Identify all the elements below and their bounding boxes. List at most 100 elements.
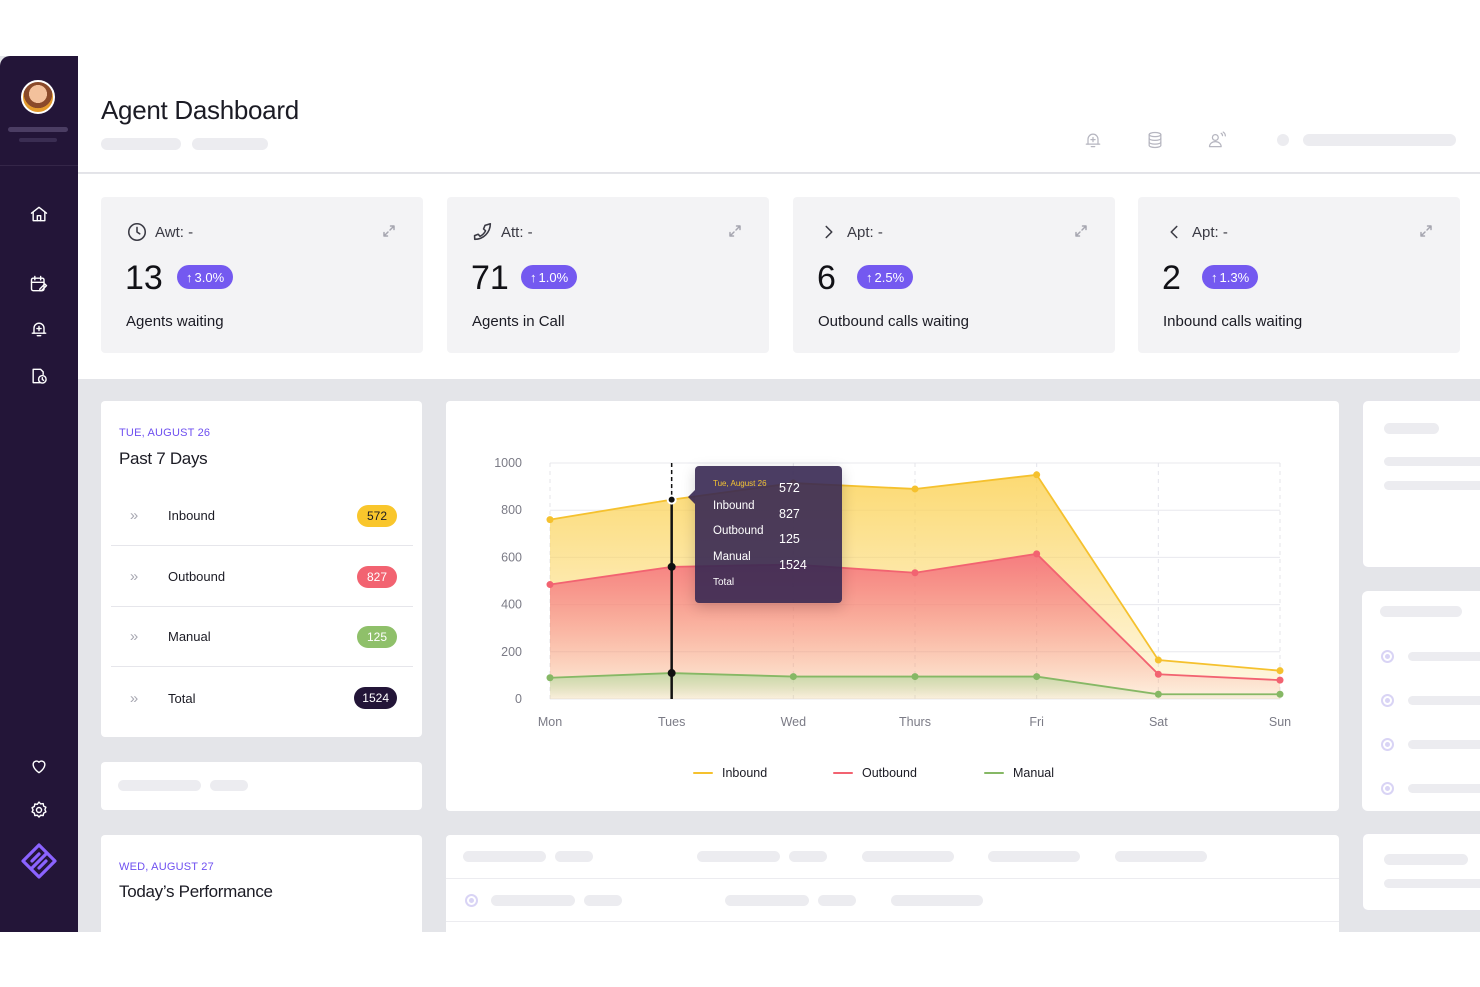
legend-label: Manual [1013, 766, 1054, 780]
placeholder-bar [1408, 740, 1480, 749]
chevron-left-icon [1170, 225, 1178, 239]
data-point-outbound [546, 581, 554, 589]
user-role-placeholder [19, 138, 57, 142]
row-label: Outbound [168, 569, 226, 584]
chart-panel: 0 200 400 600 800 1000 Mon Tues Wed Thurs Fri Sat Su… [446, 401, 1339, 811]
stat-caption: Outbound calls waiting [818, 313, 969, 330]
placeholder-bar [210, 780, 248, 791]
placeholder-bar [818, 895, 856, 906]
home-icon[interactable] [27, 202, 51, 226]
expand-icon[interactable] [1073, 223, 1089, 239]
stat-card-apt-inbound[interactable]: Apt: - 2 ↑ 1.3% Inbound calls waiting [1138, 197, 1460, 353]
stat-card-awt[interactable]: Awt: - 13 ↑ 3.0% Agents waiting [101, 197, 423, 353]
y-tick-label: 1000 [494, 456, 522, 470]
date-label: TUE, AUGUST 26 [119, 427, 211, 439]
change-badge: ↑ 3.0% [177, 265, 234, 289]
user-wave-icon[interactable] [1205, 128, 1229, 152]
table-divider [446, 878, 1339, 879]
y-tick-label: 600 [501, 550, 522, 564]
date-label: WED, AUGUST 27 [119, 861, 214, 873]
tooltip-value: 125 [779, 532, 800, 546]
x-tick-label: Sun [1269, 715, 1291, 729]
legend-swatch [833, 772, 853, 774]
radio-placeholder[interactable] [1381, 694, 1394, 707]
legend-item-outbound[interactable]: Outbound [833, 766, 917, 780]
x-tick-label: Thurs [899, 715, 931, 729]
data-point-inbound [546, 516, 554, 524]
x-tick-label: Mon [538, 715, 562, 729]
placeholder-bar [789, 851, 827, 862]
skeleton-list-right [1362, 591, 1480, 811]
today-panel: WED, AUGUST 27 Today’s Performance [101, 835, 422, 932]
tooltip-label: Manual [713, 551, 751, 563]
stat-value: 71 [471, 259, 509, 297]
placeholder-bar [491, 895, 575, 906]
list-item-outbound[interactable]: » Outbound 827 [111, 547, 413, 607]
row-label: Manual [168, 629, 211, 644]
list-item-inbound[interactable]: » Inbound 572 [111, 486, 413, 546]
skeleton-card [101, 762, 422, 810]
legend-item-inbound[interactable]: Inbound [693, 766, 767, 780]
radio-placeholder[interactable] [1381, 782, 1394, 795]
gear-icon[interactable] [27, 798, 51, 822]
stat-card-apt-outbound[interactable]: Apt: - 6 ↑ 2.5% Outbound calls waiting [793, 197, 1115, 353]
y-tick-label: 400 [501, 598, 522, 612]
placeholder-bar [1408, 696, 1480, 705]
list-item-total[interactable]: » Total 1524 [111, 668, 413, 728]
bell-plus-icon[interactable] [1081, 128, 1105, 152]
expand-icon[interactable] [727, 223, 743, 239]
placeholder-bar [1408, 652, 1480, 661]
header: Agent Dashboard [78, 56, 1480, 173]
data-point-inbound [911, 485, 919, 493]
user-name-placeholder [8, 127, 68, 132]
placeholder-bar [1408, 784, 1480, 793]
subtitle-placeholder [101, 138, 181, 150]
placeholder-bar [1384, 457, 1480, 466]
y-tick-label: 800 [501, 503, 522, 517]
list-item-manual[interactable]: » Manual 125 [111, 607, 413, 667]
skeleton-table [446, 835, 1339, 932]
logo-icon[interactable] [20, 842, 58, 880]
stat-caption: Agents waiting [126, 313, 224, 330]
bell-plus-icon[interactable] [27, 317, 51, 341]
value-badge: 1524 [354, 687, 397, 709]
data-point-outbound [1033, 550, 1041, 558]
panel-title: Past 7 Days [119, 449, 208, 468]
stat-card-att[interactable]: Att: - 71 ↑ 1.0% Agents in Call [447, 197, 769, 353]
chevrons-right-icon: » [129, 568, 139, 585]
database-icon[interactable] [1143, 128, 1167, 152]
calendar-edit-icon[interactable] [27, 272, 51, 296]
data-point-outbound [1276, 676, 1284, 684]
data-point-inbound [1033, 471, 1041, 479]
panel-title: Today’s Performance [119, 882, 273, 901]
subtitle-placeholder [192, 138, 268, 150]
radio-placeholder[interactable] [1381, 738, 1394, 751]
stat-label-text: Apt: - [847, 223, 883, 241]
x-tick-label: Fri [1029, 715, 1044, 729]
placeholder-bar [1384, 481, 1480, 490]
files-clock-icon[interactable] [27, 364, 51, 388]
legend-item-manual[interactable]: Manual [984, 766, 1054, 780]
radio-placeholder[interactable] [1381, 650, 1394, 663]
x-tick-label: Sat [1149, 715, 1168, 729]
placeholder-bar [1384, 879, 1480, 888]
chevrons-right-icon: » [129, 689, 139, 707]
tooltip-value: 1524 [779, 558, 807, 572]
skeleton-card-right [1362, 400, 1480, 568]
x-tick-label: Wed [781, 715, 807, 729]
avatar[interactable] [21, 80, 55, 114]
y-tick-label: 0 [515, 692, 522, 706]
stat-caption: Inbound calls waiting [1163, 313, 1303, 330]
stat-value: 2 [1162, 259, 1181, 297]
legend-label: Inbound [722, 766, 768, 780]
page-title: Agent Dashboard [101, 95, 299, 125]
legend-swatch [984, 772, 1004, 774]
radio-placeholder[interactable] [465, 894, 478, 907]
placeholder-bar [463, 851, 546, 862]
chevron-right-icon [825, 225, 833, 239]
arrow-up-icon: ↑ [186, 269, 193, 285]
heart-icon[interactable] [27, 754, 51, 778]
expand-icon[interactable] [381, 223, 397, 239]
stat-label-text: Att: - [501, 223, 533, 241]
expand-icon[interactable] [1418, 223, 1434, 239]
